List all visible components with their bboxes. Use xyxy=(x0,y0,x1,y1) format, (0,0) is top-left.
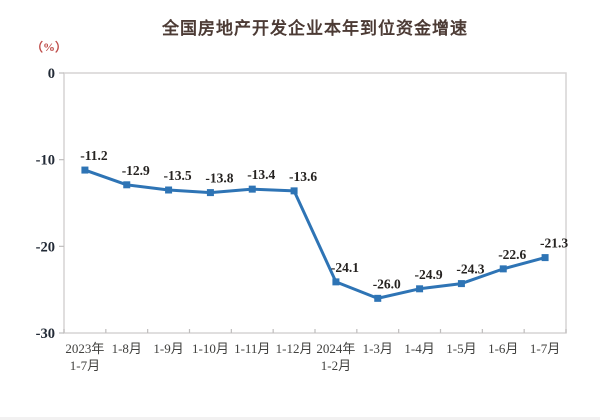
data-point-label: -13.5 xyxy=(164,168,192,183)
data-point-marker xyxy=(541,254,549,262)
data-point-label: -13.4 xyxy=(247,167,275,182)
x-tick-label: 1-6月 xyxy=(488,341,518,356)
trend-line xyxy=(83,168,547,300)
x-tick-label: 1-10月 xyxy=(192,341,229,356)
data-point-label: -12.9 xyxy=(122,163,150,178)
x-tick-label: 1-4月 xyxy=(404,341,434,356)
x-tick-label: 1-8月 xyxy=(112,341,142,356)
x-tick-label: 1-3月 xyxy=(363,341,393,356)
x-tick-label: 1-9月 xyxy=(153,341,183,356)
data-point-marker xyxy=(290,187,298,195)
data-point-label: -26.0 xyxy=(373,276,401,291)
data-point-marker xyxy=(206,189,214,197)
data-point-marker xyxy=(123,181,131,189)
y-tick-label: -30 xyxy=(36,326,55,342)
data-point-label: -21.3 xyxy=(540,236,568,251)
data-point-marker xyxy=(165,186,173,194)
x-tick-label: 1-5月 xyxy=(446,341,476,356)
data-point-marker xyxy=(81,166,89,174)
y-tick-label: -20 xyxy=(36,239,55,255)
x-tick-label: 2024年 xyxy=(316,341,355,356)
data-point-label: -24.1 xyxy=(331,260,359,275)
data-point-marker xyxy=(457,280,465,288)
data-point-marker xyxy=(374,294,382,302)
image-bottom-edge xyxy=(0,417,600,420)
data-point-marker xyxy=(499,265,507,273)
y-tick-label: -10 xyxy=(36,153,55,169)
data-point-label: -24.9 xyxy=(415,267,443,282)
x-tick-label: 2023年 xyxy=(65,341,104,356)
data-point-marker xyxy=(332,278,340,286)
x-tick-label: 1-11月 xyxy=(234,341,270,356)
y-axis-unit-label: （%） xyxy=(31,40,68,54)
data-point-label: -22.6 xyxy=(498,247,526,262)
data-point-label: -11.2 xyxy=(80,148,108,163)
data-point-marker xyxy=(416,285,424,293)
y-tick-label: 0 xyxy=(48,66,55,82)
data-point-label: -13.6 xyxy=(289,169,317,184)
x-tick-label: 1-7月 xyxy=(70,358,100,373)
x-tick-label: 1-2月 xyxy=(321,358,351,373)
x-tick-label: 1-7月 xyxy=(530,341,560,356)
x-tick-label: 1-12月 xyxy=(276,341,313,356)
data-point-marker xyxy=(248,185,256,193)
chart-title: 全国房地产开发企业本年到位资金增速 xyxy=(162,19,468,39)
plot-border xyxy=(63,72,567,334)
data-point-label: -24.3 xyxy=(456,262,484,277)
data-point-label: -13.8 xyxy=(205,171,233,186)
